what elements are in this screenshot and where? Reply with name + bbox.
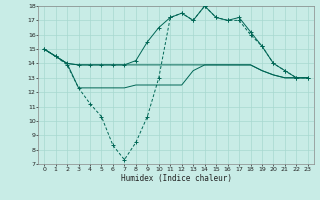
- X-axis label: Humidex (Indice chaleur): Humidex (Indice chaleur): [121, 174, 231, 183]
